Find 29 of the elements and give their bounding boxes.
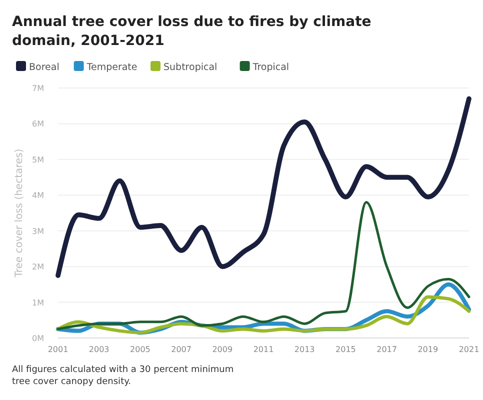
chart-title: Annual tree cover loss due to fires by climate domain, 2001-2021	[12, 14, 372, 49]
legend-label: Boreal	[29, 62, 60, 73]
x-tick-label: 2003	[88, 345, 110, 354]
legend-label: Tropical	[252, 62, 290, 73]
y-tick-label: 1M	[32, 298, 44, 308]
y-tick-label: 5M	[32, 155, 44, 164]
x-tick-label: 2015	[336, 345, 356, 354]
legend-label: Temperate	[86, 62, 138, 73]
y-tick-label: 6M	[32, 120, 44, 129]
y-tick-label: 3M	[32, 226, 44, 236]
y-tick-label: 4M	[32, 191, 44, 200]
text: All figures calculated with a 30 percent minimum tree cover canopy density.	[12, 365, 234, 387]
x-tick-label: 2009	[212, 345, 233, 354]
x-tick-label: 2013	[294, 345, 315, 354]
line-series	[56, 201, 470, 330]
y-tick-label: 2M	[32, 262, 44, 272]
x-tick-label: 2017	[376, 345, 397, 354]
legend-label: Subtropical	[164, 62, 218, 73]
line-series	[56, 295, 471, 334]
x-tick-label: 2021	[458, 345, 480, 354]
x-tick-label: 2011	[253, 345, 274, 354]
x-tick-label: 2001	[48, 345, 68, 354]
y-axis-title: Tree cover loss (hectares)	[14, 148, 25, 278]
y-tick-label: 7M	[32, 84, 44, 93]
y-tick-label: 0M	[32, 334, 44, 343]
x-tick-label: 2005	[130, 345, 150, 354]
x-tick-label: 2019	[418, 345, 438, 354]
x-tick-label: 2007	[171, 345, 192, 354]
line-series	[56, 96, 472, 278]
